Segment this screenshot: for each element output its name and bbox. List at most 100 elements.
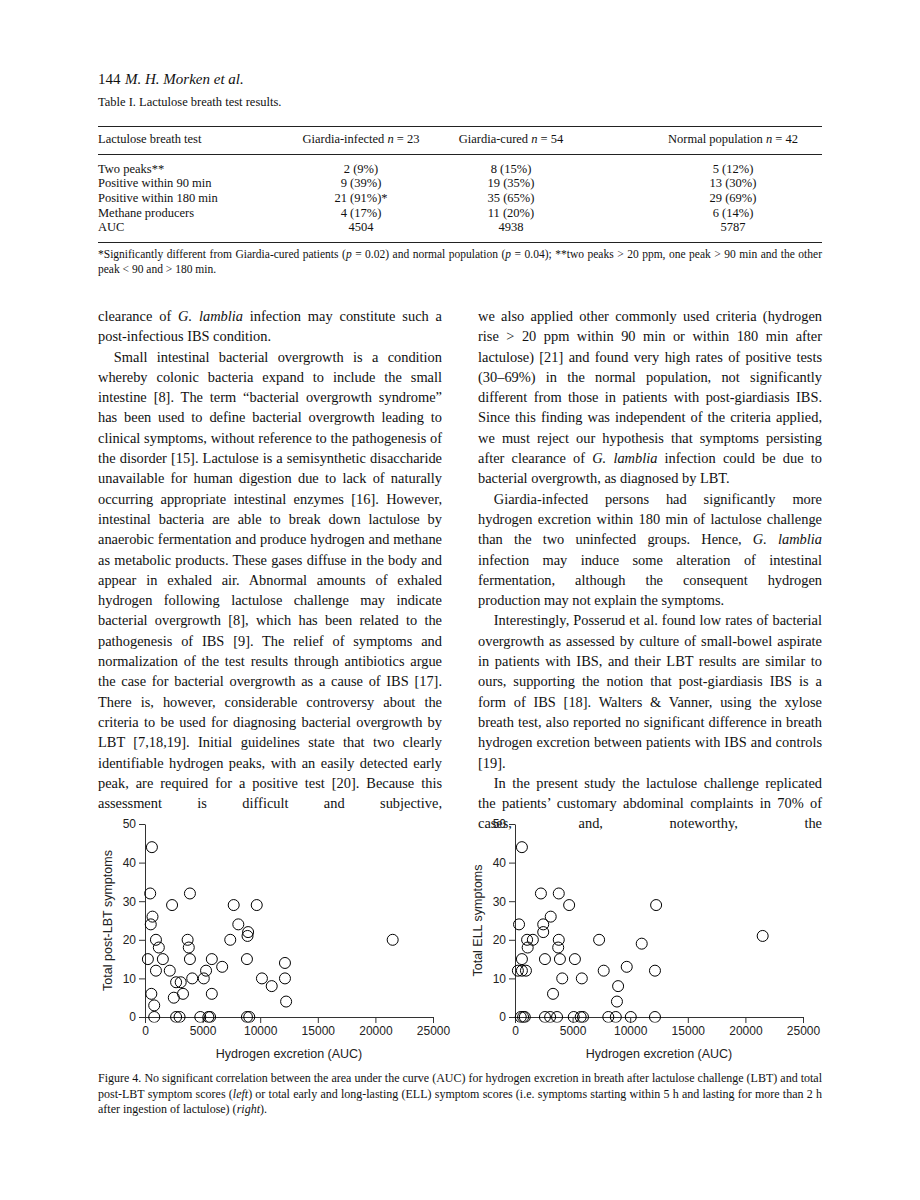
table-cell: 9 (39%) xyxy=(251,176,471,191)
point xyxy=(569,954,580,965)
italic-run: n xyxy=(531,132,537,146)
x-tick-label: 15000 xyxy=(672,1024,706,1038)
text-run: = 23 xyxy=(394,132,420,146)
table-cell: 19 (35%) xyxy=(401,176,621,191)
x-tick-label: 25000 xyxy=(787,1024,821,1038)
text-run: 13 (30%) xyxy=(710,176,757,190)
point xyxy=(279,973,290,984)
x-tick-mark xyxy=(745,1017,746,1023)
y-tick-label: 0 xyxy=(499,1010,506,1024)
point xyxy=(201,965,212,976)
paragraph: In the present study the lactulose chall… xyxy=(478,773,822,834)
italic-run: right xyxy=(237,1102,260,1116)
text-column: clearance of G. lamblia infection may co… xyxy=(98,306,442,813)
point xyxy=(613,981,624,992)
x-tick: 0 xyxy=(142,1017,149,1038)
table-rule xyxy=(98,126,822,127)
text-column: we also applied other commonly used crit… xyxy=(478,306,822,834)
y-tick-label: 50 xyxy=(493,817,507,831)
y-tick-label: 50 xyxy=(123,817,137,831)
text-run: infection may induce some alteration of … xyxy=(478,552,822,609)
running-authors: M. H. Morken et al. xyxy=(125,71,244,88)
point xyxy=(575,1012,586,1023)
paragraph: Small intestinal bacterial overgrowth is… xyxy=(98,347,442,814)
point xyxy=(145,919,156,930)
point xyxy=(174,1012,185,1023)
x-tick: 15000 xyxy=(302,1017,336,1038)
figure-caption: Figure 4. No significant correlation bet… xyxy=(98,1071,822,1118)
point xyxy=(150,934,161,945)
point xyxy=(552,1012,563,1023)
y-tick-mark xyxy=(139,824,145,825)
table-header: Giardia-infected n = 23 xyxy=(251,132,471,147)
point xyxy=(649,1012,660,1023)
text-run: clearance of xyxy=(98,308,178,324)
point xyxy=(636,938,647,949)
point xyxy=(577,1012,588,1023)
text-run: 4938 xyxy=(499,220,524,234)
point xyxy=(519,1012,530,1023)
x-tick: 25000 xyxy=(787,1017,821,1038)
y-tick-label: 10 xyxy=(493,972,507,986)
x-tick-label: 5000 xyxy=(190,1024,217,1038)
y-tick-label: 40 xyxy=(123,856,137,870)
x-tick-mark xyxy=(145,1017,146,1023)
point xyxy=(145,888,156,899)
point xyxy=(167,900,178,911)
table-header: Normal population n = 42 xyxy=(623,132,843,147)
point xyxy=(149,1012,160,1023)
italic-run: G. lamblia xyxy=(753,531,822,547)
point xyxy=(206,954,217,965)
points xyxy=(142,842,398,1023)
x-tick-mark xyxy=(375,1017,376,1023)
text-run: we also applied other commonly used crit… xyxy=(478,308,822,466)
x-tick-label: 0 xyxy=(142,1024,149,1038)
x-axis-line xyxy=(516,1017,804,1018)
x-tick-label: 10000 xyxy=(614,1024,648,1038)
table-cell: 4938 xyxy=(401,220,621,235)
point xyxy=(228,900,239,911)
point xyxy=(184,888,195,899)
text-run: = 0.02) and normal population ( xyxy=(352,248,506,260)
point xyxy=(598,965,609,976)
point xyxy=(522,942,533,953)
point xyxy=(545,911,556,922)
point xyxy=(149,1000,160,1011)
text-run: 2 (9%) xyxy=(344,162,378,176)
x-axis: 0500010000150002000025000 xyxy=(512,1017,820,1038)
text-run: Normal population xyxy=(668,132,766,146)
point xyxy=(217,961,228,972)
paragraph: Interestingly, Posserud et al. found low… xyxy=(478,610,822,772)
point xyxy=(564,900,575,911)
point xyxy=(554,954,565,965)
table-cell: 21 (91%)* xyxy=(251,191,471,206)
y-axis-title: Total post-LBT symptoms xyxy=(101,850,115,991)
point xyxy=(147,911,158,922)
table-cell: 13 (30%) xyxy=(623,176,843,191)
point xyxy=(757,930,768,941)
x-tick-label: 5000 xyxy=(560,1024,587,1038)
point xyxy=(594,934,605,945)
table-cell: 5 (12%) xyxy=(623,162,843,177)
point xyxy=(182,934,193,945)
x-tick: 20000 xyxy=(359,1017,393,1038)
points xyxy=(512,842,768,1023)
y-tick-mark xyxy=(509,1017,515,1018)
text-run: Methane producers xyxy=(98,206,194,220)
y-tick-mark xyxy=(139,901,145,902)
point xyxy=(157,954,168,965)
point xyxy=(539,954,550,965)
point xyxy=(244,1012,255,1023)
italic-run: G. lamblia xyxy=(178,308,243,324)
text-run: 9 (39%) xyxy=(341,176,382,190)
text-run: 11 (20%) xyxy=(488,206,534,220)
y-tick: 30 xyxy=(123,895,145,909)
italic-run: left xyxy=(233,1087,248,1101)
text-run: Positive within 90 min xyxy=(98,176,212,190)
paragraph: we also applied other commonly used crit… xyxy=(478,306,822,489)
table-cell: 8 (15%) xyxy=(401,162,621,177)
text-run: 21 (91%)* xyxy=(334,191,387,205)
x-tick-mark xyxy=(260,1017,261,1023)
y-tick: 50 xyxy=(493,817,515,831)
table-cell: 35 (65%) xyxy=(401,191,621,206)
